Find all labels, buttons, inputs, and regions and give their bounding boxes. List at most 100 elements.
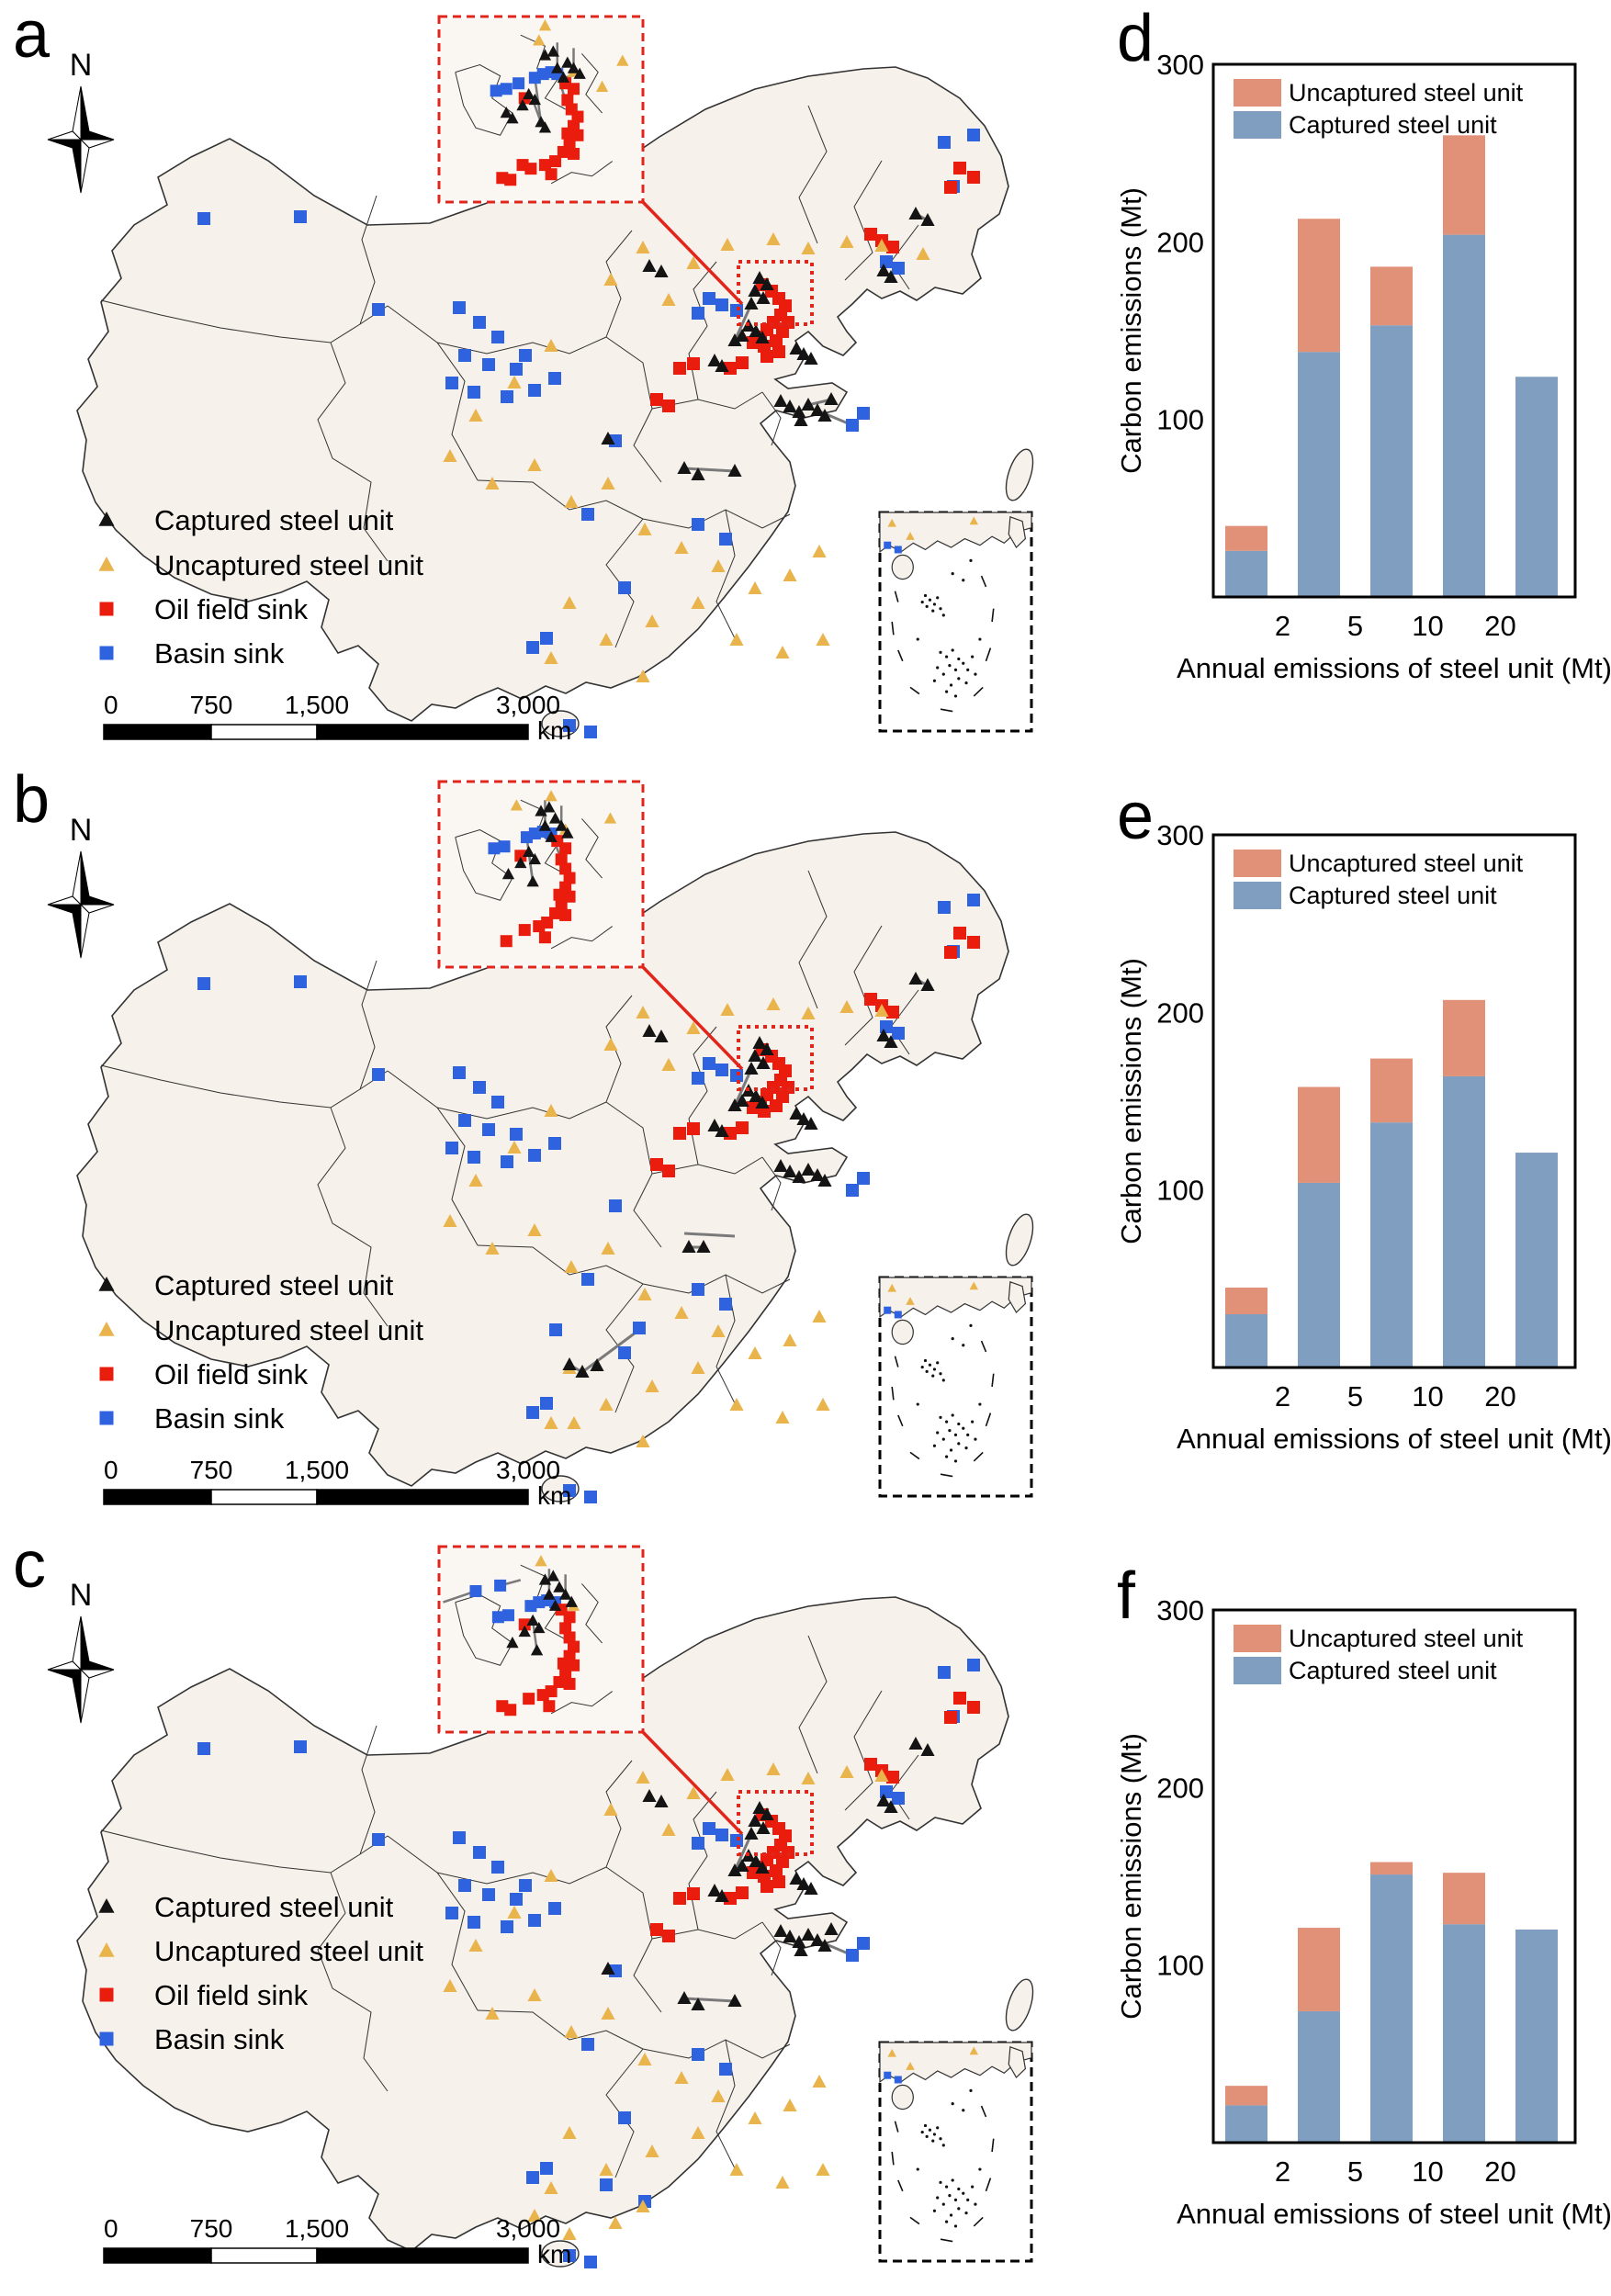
oil-field-sink-marker (736, 1121, 749, 1134)
inset-province-border (550, 926, 613, 950)
captured-steel-unit-marker (773, 394, 788, 407)
inset-oil-field-sink-marker (496, 1700, 509, 1713)
scs-island-dot (936, 1361, 940, 1365)
uncaptured-steel-unit-marker (839, 1000, 854, 1013)
uncaptured-steel-unit-marker (766, 997, 781, 1010)
chart-y-tick-label: 300 (1156, 49, 1204, 81)
captured-steel-unit-marker (801, 398, 816, 411)
inset-oil-field-sink-marker (571, 129, 584, 141)
oil-field-sink-marker (944, 181, 957, 194)
province-border (477, 2009, 644, 2050)
basin-sink-marker (584, 1491, 597, 1503)
captured-steel-unit-marker (715, 359, 729, 372)
uncaptured-steel-unit-marker (603, 1038, 618, 1051)
captured-steel-unit-marker (789, 1107, 804, 1120)
scs-uncaptured-steel-unit-marker (887, 1283, 896, 1292)
panel-letter-d: d (1117, 2, 1154, 75)
chart-x-tick-label: 10 (1412, 2155, 1443, 2188)
scs-island-dot (971, 1420, 974, 1424)
basin-sink-marker (692, 1072, 704, 1085)
inset-oil-field-sink-marker (557, 1657, 569, 1670)
inset-captured-steel-unit-marker (551, 62, 564, 73)
basin-sink-marker (482, 1123, 495, 1136)
uncaptured-steel-unit-marker (527, 2209, 542, 2222)
oil-field-sink-marker (687, 357, 700, 370)
uncaptured-steel-unit-marker (729, 633, 744, 646)
taiwan-island (1005, 448, 1034, 501)
basin-sink-marker (581, 508, 594, 521)
oil-field-sink-marker (953, 1692, 966, 1705)
chart-y-tick-label: 100 (1156, 404, 1204, 436)
legend-square-icon (99, 1987, 114, 2002)
inset-captured-steel-unit-marker (553, 1581, 566, 1593)
basin-sink-marker (458, 349, 471, 362)
scs-basin-sink-marker (894, 546, 902, 554)
province-border (844, 1690, 883, 1811)
province-border (798, 1635, 828, 1774)
chart-legend-label: Uncaptured steel unit (1289, 1625, 1524, 1652)
scs-island-dot (949, 1448, 953, 1452)
chart-x-axis-label: Annual emissions of steel unit (Mt) (1177, 2198, 1611, 2230)
uncaptured-steel-unit-marker (544, 651, 558, 664)
compass-point (80, 85, 90, 141)
basin-sink-marker (967, 129, 980, 141)
basin-sink-marker (703, 1822, 715, 1835)
basin-sink-marker (510, 1893, 523, 1906)
uncaptured-steel-unit-marker (637, 1288, 652, 1300)
captured-steel-unit-marker (810, 1933, 825, 1946)
uncaptured-steel-unit-marker (812, 2075, 827, 2088)
uncaptured-steel-unit-marker (686, 1021, 701, 1034)
basin-sink-marker (372, 303, 385, 316)
scale-bar-segment (210, 724, 318, 740)
panel-letter-f: f (1117, 1559, 1136, 1633)
basin-sink-marker (445, 377, 458, 389)
inset-captured-steel-unit-marker (530, 1644, 544, 1656)
basin-sink-marker (473, 1846, 486, 1859)
scs-island-dot (923, 593, 928, 598)
province-border (844, 925, 883, 1046)
scs-island-dot (953, 668, 958, 671)
oil-field-sink-marker (650, 1923, 663, 1936)
captured-steel-unit-marker (735, 1094, 749, 1107)
bar-captured-segment (1370, 1874, 1413, 2143)
inset-province-border (550, 161, 613, 185)
basin-sink-marker (967, 894, 980, 906)
inset-province-border (550, 1691, 613, 1715)
inset-province-border (581, 1583, 603, 1644)
chart-y-tick-label: 200 (1156, 996, 1204, 1029)
captured-steel-unit-marker (756, 1056, 771, 1069)
compass-point (80, 850, 90, 906)
uncaptured-steel-unit-marker (645, 2144, 659, 2157)
scs-island-dot (928, 2128, 932, 2132)
compass-n-label: N (70, 813, 93, 848)
basin-sink-marker (692, 518, 704, 531)
compass-rose-icon: N (47, 813, 115, 959)
captured-steel-unit-marker (908, 207, 923, 219)
province-border (761, 1921, 782, 1976)
chart-legend-label: Uncaptured steel unit (1289, 79, 1524, 107)
bar-captured-segment (1370, 1122, 1413, 1367)
inset-connector-line (641, 1730, 744, 1836)
legend-label: Uncaptured steel unit (154, 1935, 423, 1967)
scs-island-dot (957, 2187, 961, 2191)
inset-captured-steel-unit-marker (506, 1637, 519, 1649)
captured-steel-unit-marker (755, 331, 770, 343)
province-border (317, 1872, 389, 2092)
inset-land (441, 1548, 641, 1730)
chart-x-tick-label: 20 (1484, 610, 1515, 642)
province-border (844, 160, 883, 281)
scs-island-dot (969, 2088, 973, 2092)
captured-steel-unit-marker (920, 1743, 935, 1756)
uncaptured-steel-unit-marker (775, 1411, 790, 1424)
inset-captured-steel-unit-marker (573, 67, 586, 79)
chart-x-tick-label: 5 (1347, 610, 1363, 642)
scs-dash-line (894, 591, 899, 602)
basin-sink-marker (372, 1833, 385, 1846)
captured-steel-unit-marker (796, 347, 811, 360)
oil-field-sink-marker (944, 1711, 957, 1724)
basin-sink-marker (609, 1199, 622, 1212)
scs-dash-line (991, 1373, 995, 1388)
region-zoom-inset (437, 780, 645, 969)
basin-sink-marker (692, 2048, 704, 2061)
basin-sink-marker (526, 641, 539, 654)
